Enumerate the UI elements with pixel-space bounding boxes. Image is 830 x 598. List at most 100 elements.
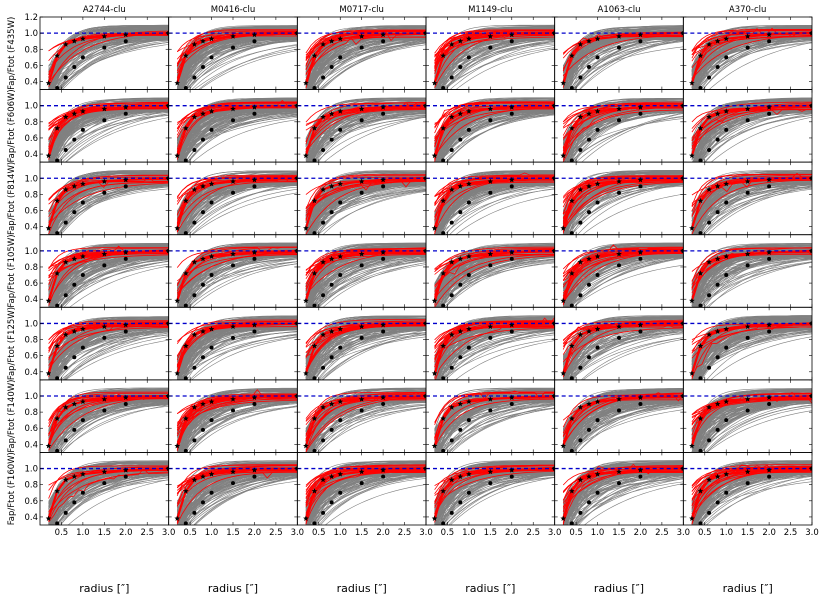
dot-marker	[329, 210, 334, 215]
gray-curve	[434, 259, 555, 308]
dot-marker	[767, 184, 772, 189]
red-curve	[176, 246, 298, 301]
gray-curve	[48, 39, 169, 75]
star-marker	[616, 33, 622, 39]
gray-curve	[573, 112, 684, 163]
star-marker	[697, 52, 704, 59]
gray-curve	[305, 329, 427, 371]
star-marker	[586, 255, 592, 262]
dot-marker	[123, 329, 128, 334]
gray-curve	[563, 41, 684, 80]
y-tick-label: 0.8	[24, 190, 38, 200]
gray-curve	[562, 184, 684, 221]
dot-marker	[509, 256, 514, 261]
gray-curve	[322, 39, 427, 90]
star-marker	[440, 197, 446, 204]
dot-marker	[617, 118, 621, 123]
star-marker	[200, 255, 206, 262]
gray-curve	[191, 44, 298, 90]
red-curve	[176, 319, 298, 368]
red-main-curve	[433, 104, 555, 157]
gray-curve	[50, 188, 169, 235]
star-marker	[320, 259, 326, 265]
gray-curve	[434, 27, 555, 90]
gray-curve	[305, 187, 427, 233]
gray-curve	[569, 256, 684, 308]
star-marker	[54, 52, 60, 59]
red-main-curve	[47, 104, 169, 157]
star-marker	[200, 38, 206, 44]
panel	[425, 89, 556, 163]
star-marker	[101, 178, 108, 184]
gray-curve	[571, 39, 684, 90]
red-curve	[48, 324, 169, 370]
dot-marker	[569, 85, 574, 90]
dot-marker	[123, 256, 128, 261]
star-marker	[311, 197, 318, 204]
gray-curve	[693, 183, 812, 235]
gray-curve	[691, 111, 812, 142]
red-curve	[305, 179, 427, 235]
gray-curve	[191, 192, 298, 235]
gray-curve	[317, 110, 427, 163]
dot-marker	[745, 263, 750, 268]
gray-curve	[180, 38, 298, 90]
gray-curve	[691, 170, 812, 212]
gray-curve	[568, 257, 684, 308]
dot-marker	[72, 282, 77, 287]
panel	[168, 16, 298, 90]
gray-curve	[189, 258, 298, 308]
red-curve	[691, 174, 812, 196]
star-marker	[208, 253, 215, 259]
plot-area	[297, 315, 427, 380]
red-curve	[434, 246, 555, 272]
gray-curve	[50, 245, 169, 308]
gray-curve	[305, 112, 426, 153]
star-marker	[637, 249, 644, 255]
gray-curve	[48, 186, 169, 231]
dot-marker	[595, 55, 600, 60]
star-marker	[101, 251, 108, 257]
red-curve	[691, 247, 812, 289]
red-curve	[176, 174, 298, 225]
red-curve	[305, 29, 426, 67]
dot-marker	[707, 220, 712, 225]
row-ylabel: Fap/Ftot (F814W)	[7, 162, 17, 235]
star-marker	[62, 114, 69, 120]
dot-marker	[72, 64, 77, 69]
red-main-curve	[176, 249, 298, 302]
star-marker	[560, 297, 567, 304]
dot-marker	[200, 64, 205, 69]
red-main-curve	[433, 32, 555, 84]
star-marker	[183, 52, 189, 59]
gray-curve	[309, 38, 426, 90]
dot-marker	[321, 75, 326, 80]
row-ylabel: Fap/Ftot (F160W)	[7, 452, 17, 525]
star-marker	[62, 331, 69, 338]
red-curve	[305, 248, 427, 287]
dot-marker	[55, 376, 60, 380]
red-curve	[562, 181, 684, 199]
gray-curve	[48, 114, 169, 162]
star-marker	[594, 108, 601, 114]
gray-curve	[179, 25, 298, 90]
y-tick-label: 0.4	[24, 150, 38, 160]
gray-curve	[572, 264, 684, 308]
dot-marker	[200, 137, 205, 142]
dot-marker	[595, 273, 600, 278]
gray-curve	[305, 113, 427, 152]
panel: 0.4 0.6 0.8 1.0 1.2	[24, 13, 170, 90]
gray-curve	[691, 259, 812, 304]
star-marker	[45, 297, 52, 304]
dot-marker	[707, 293, 712, 298]
star-marker	[577, 41, 584, 47]
red-curve	[434, 106, 555, 157]
y-tick-label: 0.4	[24, 78, 38, 88]
dot-marker	[338, 127, 343, 132]
gray-curve	[443, 45, 555, 90]
y-tick-label: 1.0	[24, 102, 38, 112]
red-curve	[176, 181, 298, 224]
gray-curve	[572, 40, 684, 90]
gray-curve	[322, 262, 427, 308]
gray-curve	[691, 25, 812, 86]
